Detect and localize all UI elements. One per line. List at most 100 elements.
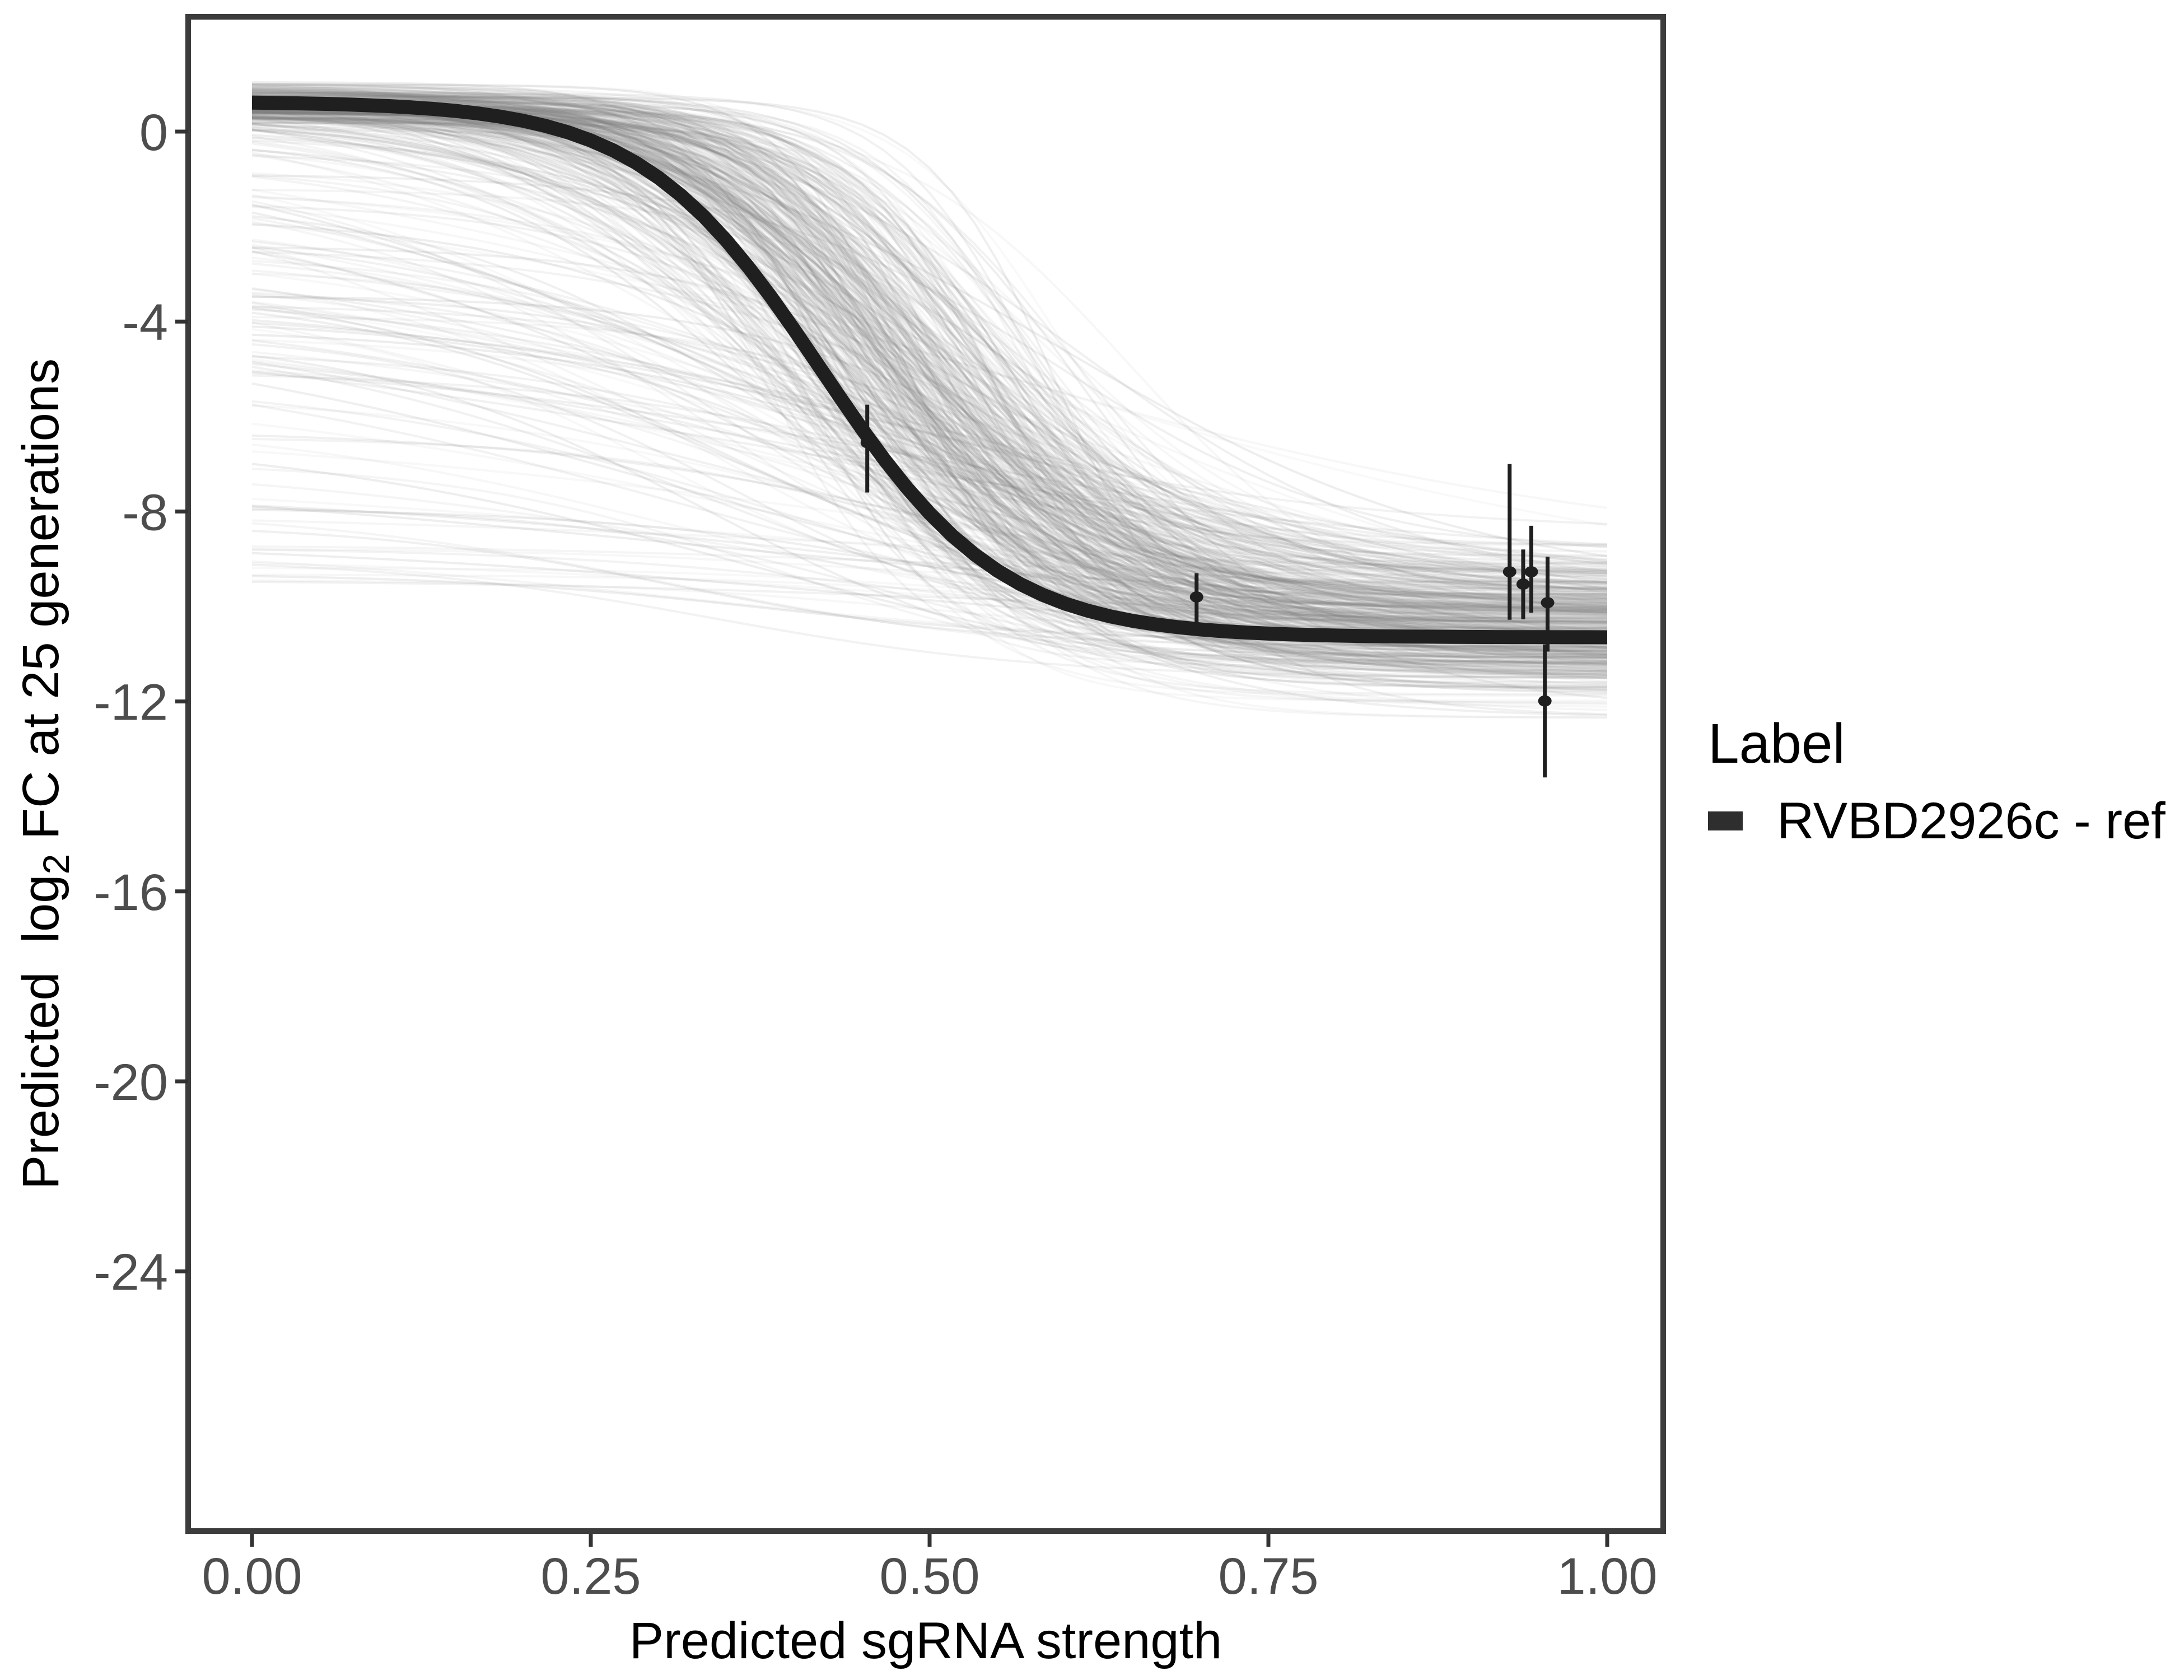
posterior-draw-curve [251,151,1608,650]
posterior-draw-curve [251,115,1608,613]
posterior-draw-curve [251,115,1608,613]
posterior-draw-curve [251,104,1608,638]
posterior-draw-curve [251,205,1608,575]
posterior-draw-curve [251,114,1607,623]
posterior-draw-curve [251,104,1608,670]
pointrange-dot [1538,695,1552,707]
posterior-draw-curve [251,372,1608,562]
posterior-draw-curve [252,121,1608,613]
posterior-draw-curve [251,93,1607,630]
posterior-draw-curve [251,301,1608,608]
posterior-draw-curve [252,122,1608,600]
y-axis-title-text: FC at 25 generations [12,358,70,854]
posterior-draw-curve [252,101,1608,673]
posterior-draw-curve [251,174,1608,549]
posterior-draw-curve [251,95,1607,659]
posterior-draw-curve [251,99,1608,594]
posterior-draw-curve [251,106,1608,636]
posterior-draw-curve [251,360,1608,643]
posterior-draw-curve [251,88,1608,677]
posterior-draw-curve [251,129,1608,605]
posterior-draw-curve [251,103,1608,609]
pointrange-dot [1541,597,1555,609]
posterior-draw-curve [251,109,1608,708]
posterior-draw-curve [251,522,1608,659]
posterior-draw-curve [251,99,1608,624]
posterior-draw-curve [252,83,1607,648]
posterior-draw-curve [251,468,1608,679]
posterior-draw-curve [251,370,1608,670]
posterior-draw-curve [251,260,1608,640]
posterior-draw-curve [251,108,1608,627]
posterior-draw-curve [251,87,1608,609]
posterior-draw-curve [251,91,1608,624]
posterior-draw-curve [252,96,1608,676]
posterior-draw-curve [251,129,1608,625]
posterior-draw-curve [251,115,1608,655]
posterior-draw-curve [251,256,1608,584]
posterior-draw-curve [251,205,1608,575]
posterior-draw-curve [252,95,1608,572]
posterior-draw-curve [251,98,1608,636]
posterior-draw-curve [251,548,1608,586]
posterior-draw-curve [251,505,1608,601]
posterior-draw-curve [251,116,1608,650]
posterior-draw-curve [252,97,1607,545]
posterior-draw-curve [251,123,1608,602]
posterior-draw-curve [251,83,1608,659]
posterior-draw-curve [251,118,1607,617]
posterior-draw-curve [251,581,1608,613]
posterior-draw-curve [251,295,1608,627]
posterior-draw-curve [251,239,1608,656]
posterior-draw-curve [251,343,1608,651]
posterior-draw-curve [251,92,1607,629]
posterior-draw-curve [251,101,1608,600]
posterior-draw-curve [251,83,1608,690]
posterior-draw-curve [251,120,1608,661]
posterior-draw-curve [251,142,1608,641]
posterior-draw-curve [251,325,1608,665]
posterior-draw-curve [251,508,1608,660]
posterior-draw-curve [251,104,1608,614]
posterior-draw-curve [251,100,1608,601]
posterior-draw-curve [251,109,1608,650]
posterior-draw-curve [251,114,1608,641]
posterior-draw-curve [251,85,1608,668]
posterior-draw-curve [251,116,1608,655]
posterior-draw-curve [251,114,1608,637]
posterior-draw-curve [251,519,1608,576]
x-tick-label: 0.50 [879,1548,979,1605]
posterior-draw-curve [251,321,1608,566]
posterior-draw-curve [251,215,1608,609]
posterior-draw-curve [251,108,1608,596]
posterior-draw-curve [251,113,1608,656]
posterior-draw-curve [251,87,1608,627]
posterior-draw-curve [251,86,1608,621]
posterior-draw-curve [251,104,1608,608]
posterior-draw-curve [251,172,1608,680]
posterior-draw-curve [251,153,1608,581]
posterior-draw-curve [251,123,1608,655]
posterior-draw-curve [251,223,1608,637]
posterior-draw-curve [251,109,1608,605]
posterior-draw-curve [251,362,1608,563]
posterior-draw-curve [251,220,1608,666]
posterior-draw-curve [251,135,1608,617]
posterior-draw-curve [252,94,1607,584]
posterior-draw-curve [251,110,1607,623]
posterior-draw-curve [251,301,1608,643]
posterior-draw-curve [251,305,1608,547]
posterior-draw-curve [251,101,1607,582]
posterior-draw-curve [251,94,1608,671]
y-axis-title: Predicted log2 FC at 25 generations [12,358,78,1189]
posterior-draw-curve [251,295,1608,615]
posterior-draw-curve [251,137,1608,600]
posterior-draw-curve [251,87,1608,601]
posterior-draw-curve [251,438,1608,611]
posterior-draw-curve [251,374,1608,592]
x-tick-label: 0.00 [202,1548,302,1605]
x-tick-label: 1.00 [1557,1548,1657,1605]
posterior-draw-curve [251,95,1608,606]
posterior-draw-curve [251,530,1607,648]
